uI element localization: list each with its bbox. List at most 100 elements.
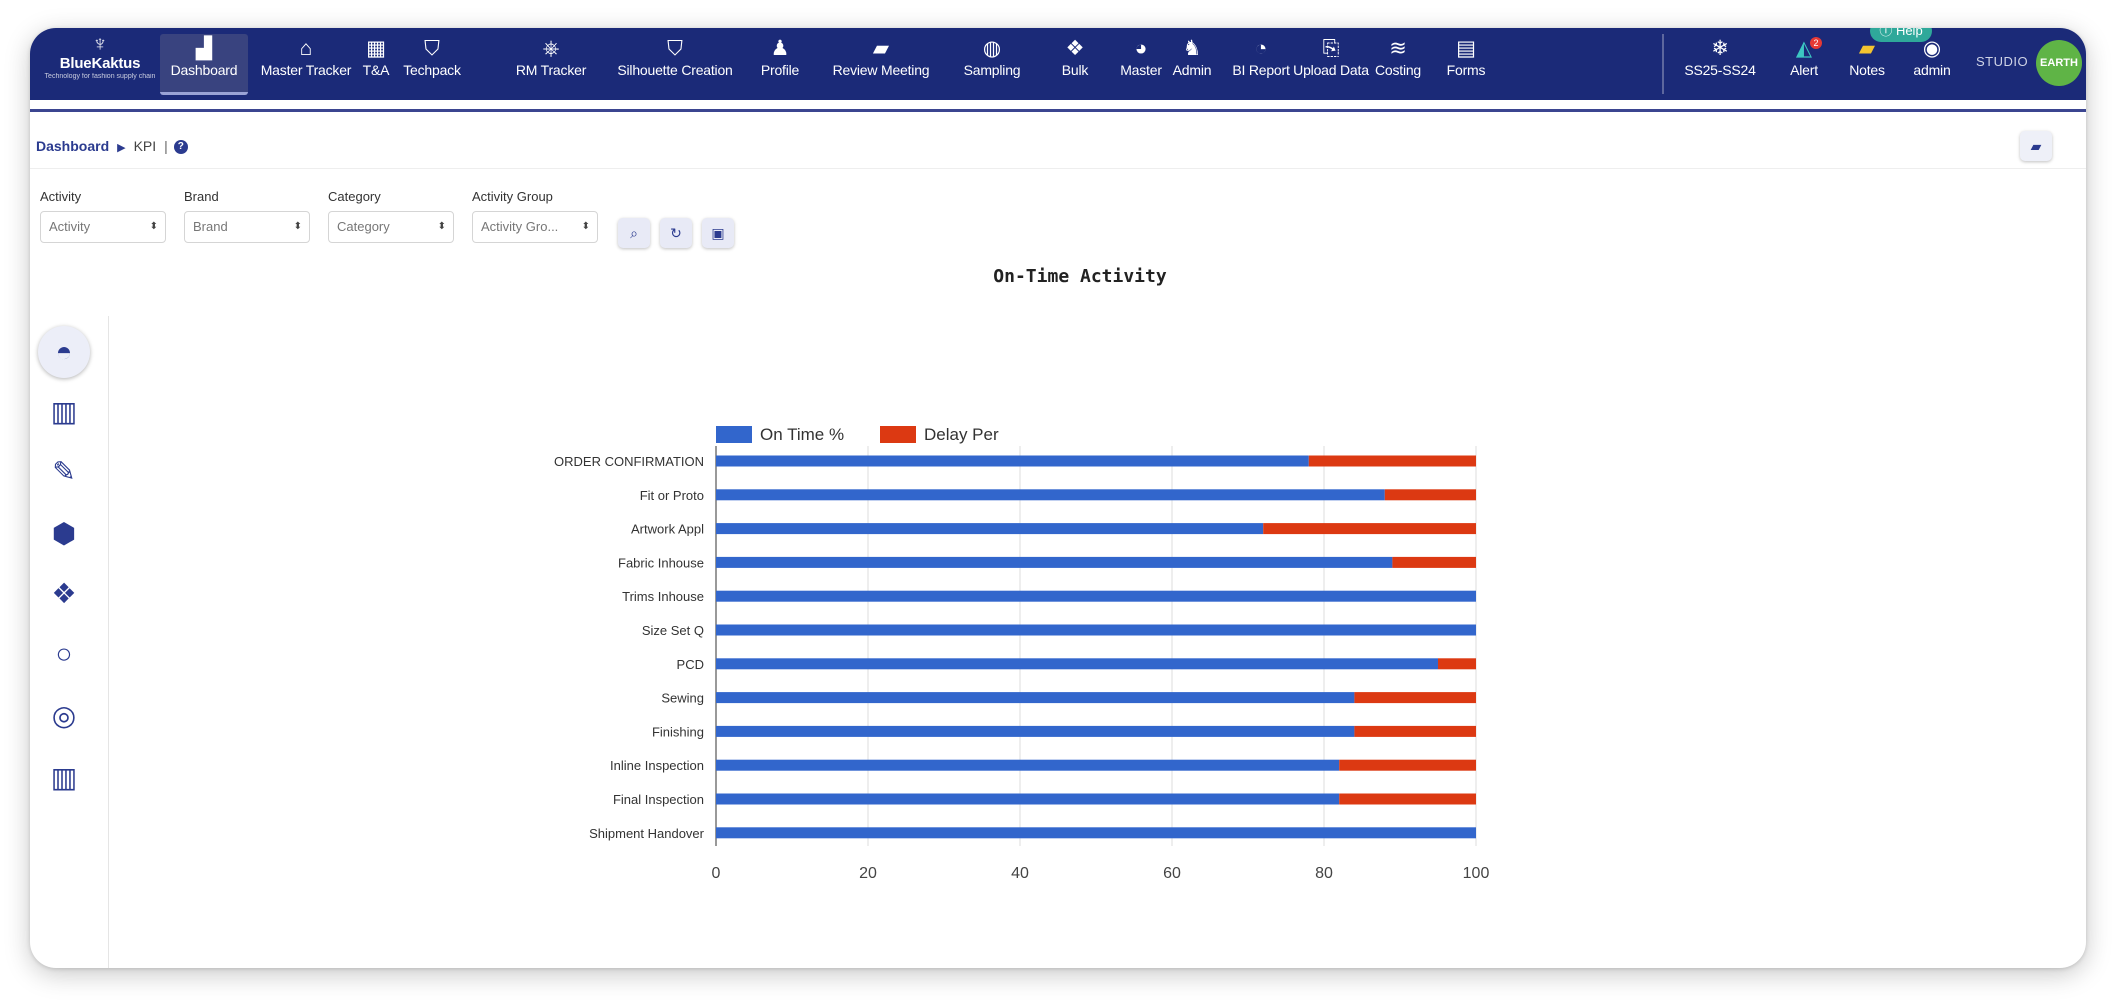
bell-icon: ◭ [1795, 37, 1813, 60]
select-value: Activity Gro... [481, 219, 559, 234]
search-button[interactable]: ⌕ [618, 218, 650, 248]
filter-label: Brand [184, 189, 219, 204]
select-arrows-icon: ⬍ [581, 221, 590, 232]
nav-item-rm-tracker[interactable]: ⎈ RM Tracker [504, 34, 598, 92]
shield-icon: ⛉ [424, 37, 440, 60]
bar-delay-per-order-confirmation [1308, 455, 1476, 467]
bar-on-time-order-confirmation [716, 455, 1309, 467]
category-select[interactable]: Category ⬍ [328, 211, 454, 243]
nav-item-label: SS25-SS24 [1684, 62, 1756, 78]
nav-item-label: admin [1913, 62, 1951, 78]
speedometer-icon-button[interactable]: ◓ [38, 326, 90, 378]
target-icon-button[interactable]: ◎ [51, 700, 77, 731]
category-label: Finishing [652, 724, 704, 739]
nav-item-label: Bulk [1061, 62, 1089, 78]
legend-label: On Time % [760, 425, 844, 444]
export-button[interactable]: ▣ [702, 218, 734, 248]
nav-item-label: Techpack [403, 62, 461, 78]
logo-tagline: Technology for fashion supply chain [44, 73, 156, 80]
nav-item-label: Admin [1172, 62, 1212, 78]
bar-chart-icon-button[interactable]: ▥ [50, 762, 78, 793]
nav-item-master-tracker[interactable]: ⌂ Master Tracker [256, 34, 356, 92]
activity-group-select[interactable]: Activity Gro... ⬍ [472, 211, 598, 243]
breadcrumb-current: KPI [133, 138, 157, 154]
pie-chart-icon: ◔ [1254, 37, 1268, 60]
bar-on-time-fabric-inhouse [716, 556, 1393, 568]
studio-text: STUDIO [1976, 54, 2029, 69]
export-icon: ▣ [711, 225, 725, 241]
bar-delay-per-fabric-inhouse [1392, 556, 1476, 568]
select-value: Category [337, 219, 390, 234]
breadcrumb: Dashboard ▶ KPI |? [36, 134, 188, 158]
nav-item-ss25-ss24[interactable]: ❄ SS25-SS24 [1672, 34, 1768, 92]
cubes-icon-button[interactable]: ❖ [51, 578, 77, 609]
legend-swatch-delay-per [880, 426, 916, 443]
folder-button[interactable]: ▰ [2020, 131, 2052, 161]
snowflake-icon: ❄ [1711, 37, 1729, 60]
folder-icon: ▰ [2030, 138, 2042, 154]
earth-badge: EARTH [2036, 40, 2082, 86]
bar-on-time-finishing [716, 725, 1355, 737]
category-label: Fabric Inhouse [618, 555, 704, 570]
file-upload-icon: ⎘ [1322, 37, 1340, 60]
nav-item-label: Silhouette Creation [617, 62, 733, 78]
globe-icon: ◍ [982, 37, 1002, 60]
category-label: Final Inspection [613, 792, 704, 807]
select-arrows-icon: ⬍ [149, 221, 158, 232]
nav-item-costing[interactable]: ≋ Costing [1366, 34, 1430, 92]
nav-item-admin[interactable]: ◉ admin [1904, 34, 1960, 92]
nav-item-label: Review Meeting [832, 62, 930, 78]
user-circle-icon: ◉ [1922, 37, 1942, 60]
nav-item-sampling[interactable]: ◍ Sampling [954, 34, 1030, 92]
bar-on-time-sewing [716, 692, 1355, 704]
refresh-button[interactable]: ↻ [660, 218, 692, 248]
cube-icon-button[interactable]: ⬢ [51, 518, 77, 549]
breadcrumb-dashboard[interactable]: Dashboard [36, 138, 110, 154]
category-label: ORDER CONFIRMATION [554, 454, 704, 469]
logo-text: BlueKaktus [59, 55, 141, 72]
nav-item-alert[interactable]: ◭ Alert 2 [1776, 34, 1832, 92]
nav-item-label: Upload Data [1293, 62, 1369, 78]
filter-activity: Activity Activity ⬍ [40, 188, 166, 243]
nav-item-t-a[interactable]: ▦ T&A [358, 34, 394, 92]
nav-item-dashboard[interactable]: ▟ Dashboard [160, 34, 248, 95]
bar-delay-per-pcd [1438, 658, 1476, 670]
edit-icon-button[interactable]: ✎ [52, 456, 76, 487]
app-window: ♆ BlueKaktus Technology for fashion supp… [30, 28, 2086, 968]
bar-on-time-size-set-q [716, 624, 1476, 636]
nav-item-master[interactable]: ◕ Master [1112, 34, 1170, 92]
rss-icon: ≋ [1389, 37, 1407, 60]
video-icon: ▰ [872, 37, 890, 60]
nav-item-forms[interactable]: ▤ Forms [1438, 34, 1494, 92]
bar-chart-icon-button[interactable]: ▥ [50, 396, 78, 427]
brand-select[interactable]: Brand ⬍ [184, 211, 310, 243]
refresh-icon: ↻ [670, 225, 682, 241]
nav-item-profile[interactable]: ♟ Profile [750, 34, 810, 92]
bar-delay-per-finishing [1354, 725, 1476, 737]
nav-item-label: Sampling [963, 62, 1021, 78]
nav-item-upload-data[interactable]: ⎘ Upload Data [1288, 34, 1374, 92]
user-cog-icon: ♞ [1182, 37, 1202, 60]
x-tick-label: 20 [859, 865, 877, 882]
category-label: PCD [677, 657, 704, 672]
chart-area-icon: ▟ [195, 37, 213, 60]
nav-divider [1662, 34, 1664, 94]
bar-delay-per-sewing [1354, 692, 1476, 704]
nav-item-bulk[interactable]: ❖ Bulk [1050, 34, 1100, 92]
nav-item-techpack[interactable]: ⛉ Techpack [398, 34, 466, 92]
boxes-icon: ❖ [1065, 37, 1085, 60]
nav-item-notes[interactable]: ▰ Notes [1836, 34, 1898, 92]
activity-select[interactable]: Activity ⬍ [40, 211, 166, 243]
cactus-icon: ♆ [91, 31, 109, 56]
studio-earth-logo: STUDIO EARTH [1976, 40, 2082, 88]
nav-item-bi-report[interactable]: ◔ BI Report [1226, 34, 1296, 92]
circle-icon-button[interactable]: ○ [55, 638, 73, 669]
nav-item-admin[interactable]: ♞ Admin [1164, 34, 1220, 92]
nav-item-label: BI Report [1232, 62, 1290, 78]
help-icon[interactable]: ? [173, 140, 188, 155]
bluekaktus-logo[interactable]: ♆ BlueKaktus Technology for fashion supp… [40, 32, 160, 96]
nav-item-silhouette-creation[interactable]: ⛉ Silhouette Creation [604, 34, 746, 92]
help-button[interactable]: ⓘ Help [1870, 28, 1932, 42]
nav-item-review-meeting[interactable]: ▰ Review Meeting [820, 34, 942, 92]
x-tick-label: 40 [1011, 865, 1029, 882]
